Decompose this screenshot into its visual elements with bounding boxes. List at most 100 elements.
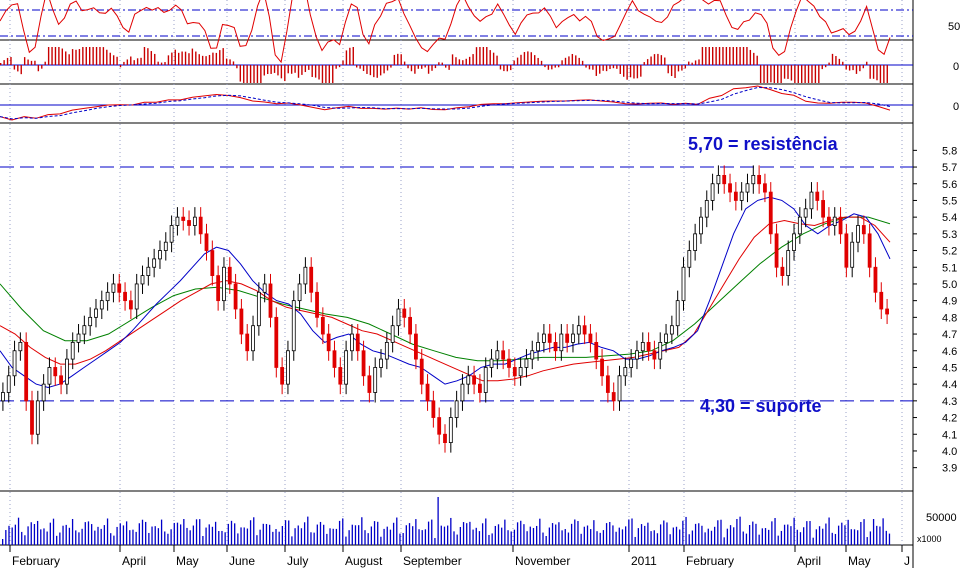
histogram-bar — [527, 51, 529, 65]
histogram-bar — [400, 54, 402, 65]
price-axis-ticks: 5.8 5.7 5.6 5.5 5.4 5.3 5.2 5.1 5.0 4.9 4.8 4.7 4.6 4… — [913, 145, 957, 475]
volume-bar — [672, 527, 674, 545]
candle-body — [512, 367, 517, 377]
histogram-bar — [520, 54, 522, 65]
price-tick-label: 4.7 — [942, 329, 957, 341]
histogram-bar — [780, 65, 782, 83]
volume-bar — [338, 520, 341, 545]
histogram-bar — [848, 65, 851, 71]
candle-body — [437, 417, 442, 435]
histogram-bar — [164, 62, 166, 65]
candle-body — [629, 358, 634, 368]
histogram-bar — [677, 65, 680, 72]
histogram-bar — [684, 65, 687, 69]
volume-unit: x1000 — [917, 534, 942, 544]
candle-body — [332, 350, 337, 368]
volume-bar — [246, 528, 249, 545]
histogram-bar — [328, 65, 331, 83]
histogram-bar — [297, 65, 300, 78]
volume-bar — [853, 529, 856, 545]
volume-bar — [774, 518, 776, 545]
candle-body — [594, 341, 599, 360]
volume-bar — [81, 528, 83, 545]
histogram-bar — [3, 60, 5, 65]
histogram-bar — [451, 54, 454, 65]
candle-body — [216, 275, 221, 302]
x-tick-label: February — [12, 554, 60, 568]
histogram-bar — [862, 65, 865, 69]
histogram-bar — [27, 59, 29, 65]
histogram-bar — [705, 47, 707, 65]
volume-bar — [462, 522, 465, 545]
candle-body — [518, 367, 523, 377]
volume-bar — [850, 529, 852, 545]
volume-bar — [647, 522, 649, 545]
histogram-bar — [54, 47, 57, 65]
volume-bar — [40, 529, 42, 545]
volume-bar — [742, 531, 744, 545]
ma-long-line — [0, 216, 891, 362]
candle-body — [111, 283, 116, 293]
histogram-bar — [575, 55, 577, 65]
volume-bar — [389, 529, 392, 545]
histogram-bar — [37, 65, 40, 72]
candle-body — [64, 358, 69, 385]
volume-bar — [278, 531, 280, 545]
volume-bar — [373, 521, 376, 545]
histogram-bar — [92, 47, 94, 65]
histogram-bar — [6, 57, 9, 65]
histogram-bar — [65, 51, 67, 65]
volume-bar — [256, 535, 258, 545]
candle-body — [181, 216, 186, 221]
candle-body — [739, 191, 744, 201]
histogram-bar — [557, 65, 560, 68]
candle-body — [879, 291, 884, 310]
candle-body — [158, 250, 162, 260]
volume-bar — [586, 525, 589, 545]
histogram-bar — [537, 57, 539, 65]
volume-bar — [501, 527, 503, 545]
volume-bar — [570, 523, 573, 545]
volume-bar — [43, 528, 45, 545]
histogram-bar — [143, 47, 146, 65]
histogram-bar — [407, 65, 409, 69]
candle-body — [815, 191, 820, 201]
volume-bar — [733, 527, 735, 545]
volume-bar — [771, 521, 773, 545]
histogram-bar — [30, 60, 33, 65]
candle-body — [227, 266, 232, 285]
candle-body — [419, 358, 424, 385]
candle-body — [222, 266, 226, 302]
volume-bar — [841, 522, 843, 545]
volume-bar — [882, 518, 884, 545]
histogram-bar — [770, 65, 772, 83]
volume-bar — [259, 529, 261, 545]
histogram-bar — [458, 59, 461, 65]
volume-bar — [663, 520, 665, 545]
candle-body — [559, 333, 564, 352]
volume-bar — [780, 530, 783, 545]
volume-bar — [707, 528, 709, 545]
histogram-bar — [468, 56, 471, 65]
volume-bar — [650, 531, 652, 545]
histogram-y-tick: 0 — [953, 61, 959, 73]
histogram-bar — [445, 65, 447, 68]
histogram-bar — [318, 65, 320, 80]
histogram-bar — [160, 62, 163, 65]
candle-body — [850, 241, 855, 268]
histogram-bar — [270, 65, 272, 74]
histogram-bar — [51, 47, 53, 65]
volume-bar — [418, 529, 420, 545]
volume-bar — [698, 523, 700, 545]
candle-body — [163, 241, 168, 251]
volume-bar — [351, 524, 353, 545]
volume-bar — [303, 522, 306, 545]
volume-bar — [596, 531, 598, 545]
candle-body — [664, 333, 668, 343]
candle-body — [448, 417, 453, 443]
volume-bar — [739, 516, 741, 545]
volume-bar — [847, 519, 849, 545]
candle-body — [600, 358, 604, 377]
price-tick-label: 4.5 — [942, 362, 957, 374]
